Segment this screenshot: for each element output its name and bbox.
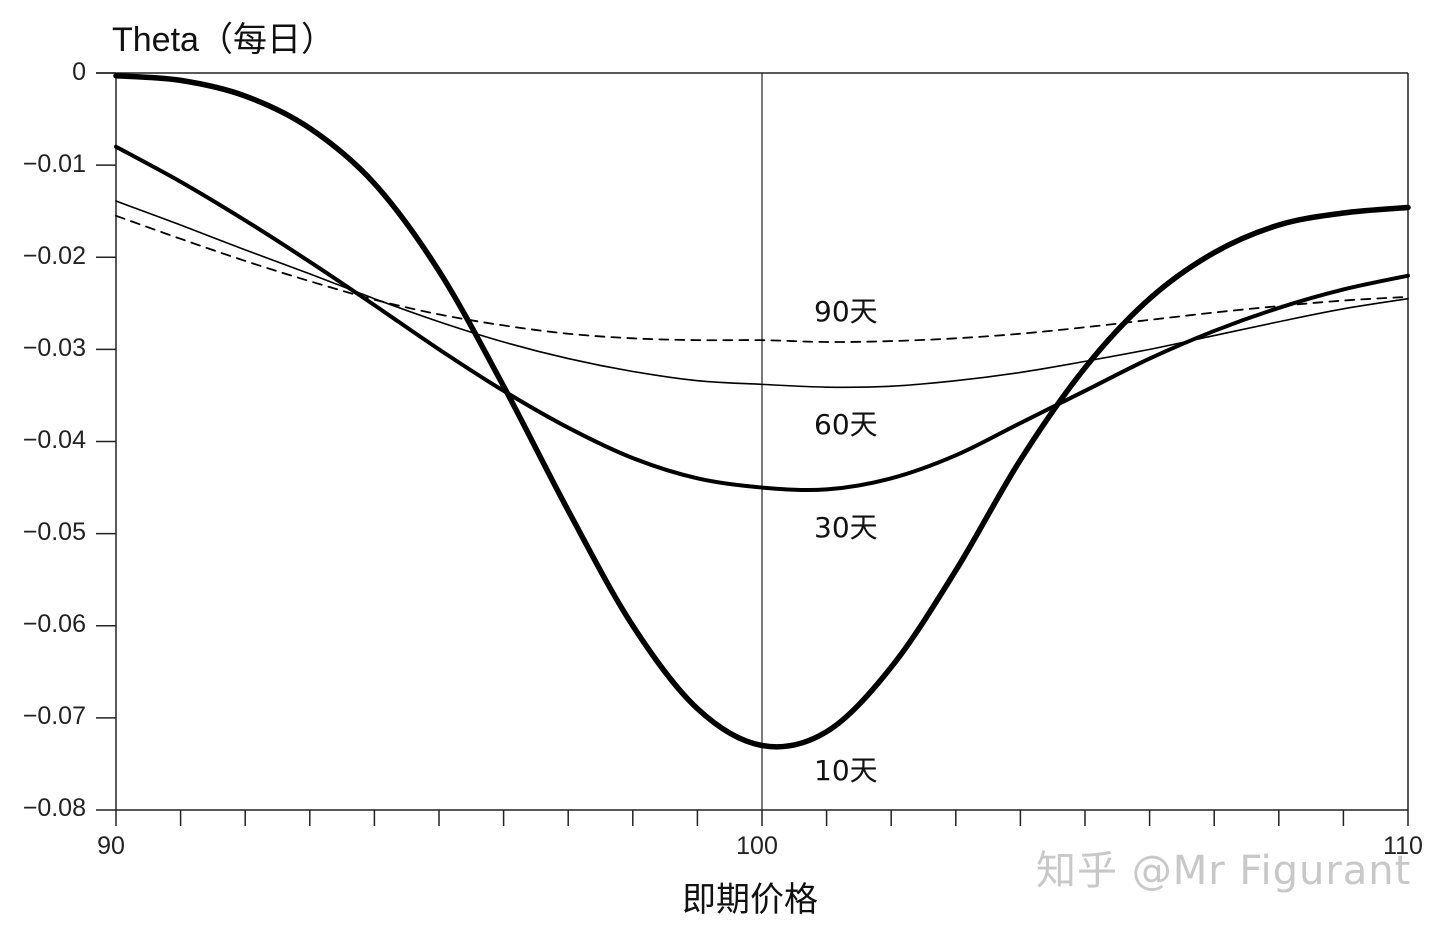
watermark-text: 知乎 @Mr Figurant [1036, 848, 1412, 894]
series-label-90d: 90天 [814, 295, 878, 328]
series-lines [113, 73, 1411, 750]
y-axis-ticks [96, 72, 116, 811]
x-tick-label: 90 [97, 832, 125, 860]
y-tick-label: −0.01 [22, 150, 86, 178]
y-tick-label: 0 [72, 58, 86, 86]
y-tick-label: −0.02 [22, 242, 86, 270]
x-axis-label: 即期价格 [682, 880, 818, 920]
series-label-10d: 10天 [814, 754, 878, 787]
series-label-60d: 60天 [814, 408, 878, 441]
x-axis-ticks [115, 810, 1409, 826]
series-line-30天 [114, 144, 1410, 493]
plot-frame [96, 72, 1409, 811]
y-tick-label: −0.03 [22, 334, 86, 362]
y-tick-label: −0.08 [22, 794, 86, 822]
y-tick-label: −0.05 [22, 518, 86, 546]
series-line-90天 [115, 214, 1409, 343]
series-label-30d: 30天 [814, 511, 878, 544]
y-tick-label: −0.07 [22, 702, 86, 730]
y-tick-label: −0.04 [22, 426, 86, 454]
series-line-10天 [113, 73, 1411, 750]
x-tick-label: 110 [1383, 832, 1423, 860]
series-line-60天 [115, 200, 1409, 389]
chart-title: Theta（每日） [112, 21, 335, 59]
x-tick-label: 100 [736, 832, 778, 860]
y-tick-label: −0.06 [22, 610, 86, 638]
